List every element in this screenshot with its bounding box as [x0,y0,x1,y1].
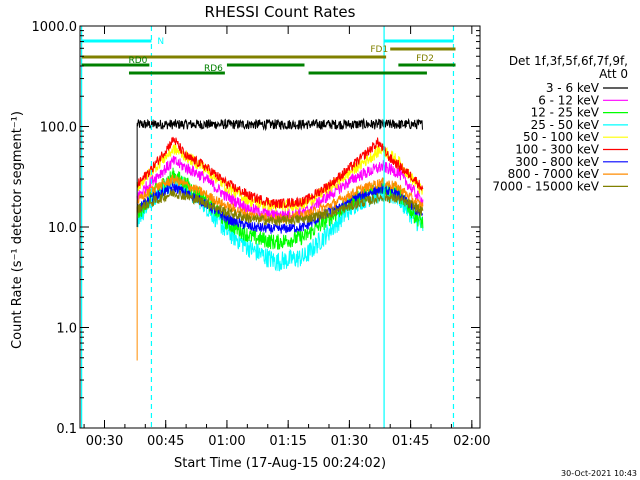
y-tick-label-2: 1.0 [56,322,77,337]
x-tick-label-7: 02:00 [453,434,490,449]
legend-entry-label-1: 3 - 6 keV [546,81,600,95]
legend-title-line-1: Det 1f,3f,5f,6f,7f,9f, [509,54,628,68]
chart-title: RHESSI Count Rates [205,3,356,21]
series-layer [136,117,424,361]
x-axis: 00:30 00:45 01:00 01:15 01:30 01:45 02:00 [83,26,491,449]
x-tick-label-4: 01:15 [269,434,306,449]
flag-label-rd0: RD0 [128,56,147,66]
x-tick-label-2: 00:45 [147,434,184,449]
flag-bars-layer: N FD1 FD2 RD0 RD6 [81,37,456,75]
y-axis: 0.1 1.0 10.0 100.0 1000.0 [32,20,480,437]
x-axis-label: Start Time (17-Aug-15 00:24:02) [174,456,386,471]
y-tick-label-5: 1000.0 [32,20,78,35]
y-tick-label-4: 100.0 [40,121,77,136]
x-tick-label-1: 00:30 [86,434,123,449]
legend-entry-label-4: 25 - 50 keV [531,118,600,132]
series-line-5 [136,155,424,221]
legend-entry-label-5: 50 - 100 keV [523,130,600,144]
series-line-1 [136,117,423,132]
legend-entry-label-2: 6 - 12 keV [538,93,600,107]
legend-title-line-2: Att 0 [599,67,628,81]
legend-entry-label-6: 100 - 300 keV [515,143,599,157]
legend-entry-label-8: 800 - 7000 keV [508,167,600,181]
flag-label-rd6: RD6 [204,64,223,74]
y-axis-label: Count Rate (s⁻¹ detector segment⁻¹) [10,111,25,349]
series-line-9 [136,136,424,209]
flag-label-fd1: FD1 [370,45,388,55]
footer-timestamp: 30-Oct-2021 10:43 [561,469,637,478]
x-tick-label-3: 01:00 [208,434,245,449]
legend: Det 1f,3f,5f,6f,7f,9f, Att 0 3 - 6 keV6 … [492,54,628,193]
x-tick-label-6: 01:45 [392,434,429,449]
y-tick-label-3: 10.0 [48,221,77,236]
flag-label-fd2: FD2 [416,54,434,64]
flag-label-n: N [157,37,164,47]
y-tick-label-1: 0.1 [56,422,77,437]
legend-entry-label-3: 12 - 25 keV [531,106,600,120]
legend-entry-label-9: 7000 - 15000 keV [492,179,599,193]
series-line-7 [136,189,424,227]
x-tick-label-5: 01:30 [331,434,368,449]
series-line-4 [136,181,424,234]
legend-entry-label-7: 300 - 800 keV [515,155,599,169]
